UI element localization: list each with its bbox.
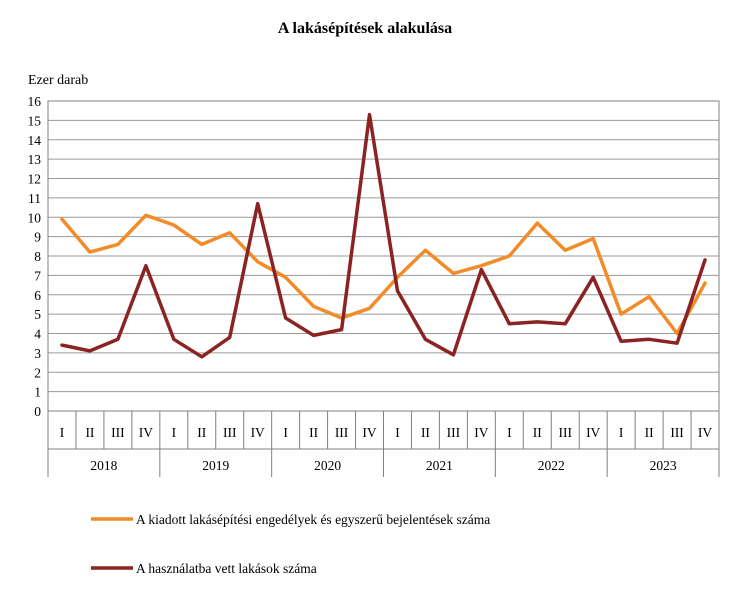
x-tick-year-label: 2023 xyxy=(650,458,677,473)
y-tick-label: 5 xyxy=(34,307,41,322)
x-tick-quarter-label: I xyxy=(395,425,400,440)
y-tick-label: 15 xyxy=(28,113,42,128)
y-tick-label: 1 xyxy=(34,385,41,400)
x-tick-year-label: 2020 xyxy=(314,458,341,473)
y-tick-label: 2 xyxy=(34,365,41,380)
series-line-1 xyxy=(60,213,707,336)
x-tick-quarter-label: II xyxy=(645,425,654,440)
x-tick-quarter-label: IV xyxy=(474,425,488,440)
y-tick-label: 14 xyxy=(28,133,42,148)
y-tick-label: 8 xyxy=(34,249,41,264)
legend-label-2: A használatba vett lakások száma xyxy=(136,561,317,576)
x-tick-year-label: 2022 xyxy=(538,458,565,473)
y-tick-label: 10 xyxy=(28,210,42,225)
y-tick-label: 4 xyxy=(34,327,41,342)
x-tick-quarter-label: III xyxy=(223,425,237,440)
x-tick-quarter-label: II xyxy=(421,425,430,440)
y-tick-label: 3 xyxy=(34,346,41,361)
x-tick-quarter-label: II xyxy=(197,425,206,440)
y-tick-label: 13 xyxy=(28,152,42,167)
x-tick-quarter-label: III xyxy=(335,425,349,440)
x-tick-quarter-label: II xyxy=(85,425,94,440)
x-tick-quarter-label: I xyxy=(172,425,177,440)
x-tick-quarter-label: IV xyxy=(698,425,712,440)
legend: A kiadott lakásépítési engedélyek és egy… xyxy=(91,512,490,576)
y-tick-label: 0 xyxy=(34,404,41,419)
x-tick-quarter-label: I xyxy=(60,425,65,440)
x-tick-year-label: 2021 xyxy=(426,458,453,473)
x-tick-quarter-label: IV xyxy=(139,425,153,440)
x-tick-year-label: 2019 xyxy=(202,458,229,473)
series-line-2 xyxy=(60,112,707,359)
x-tick-quarter-label: III xyxy=(670,425,684,440)
y-tick-label: 12 xyxy=(28,172,42,187)
y-tick-label: 9 xyxy=(34,230,41,245)
chart-title: A lakásépítések alakulása xyxy=(277,20,453,37)
x-tick-quarter-label: IV xyxy=(251,425,265,440)
x-tick-quarter-label: IV xyxy=(362,425,376,440)
x-tick-quarter-label: IV xyxy=(586,425,600,440)
gridlines xyxy=(48,100,719,393)
x-tick-quarter-label: III xyxy=(111,425,125,440)
y-tick-label: 6 xyxy=(34,288,41,303)
y-tick-label: 11 xyxy=(28,191,41,206)
x-tick-quarter-label: II xyxy=(533,425,542,440)
x-tick-quarter-label: I xyxy=(283,425,288,440)
y-tick-label: 7 xyxy=(34,268,41,283)
x-tick-year-label: 2018 xyxy=(90,458,117,473)
x-tick-quarter-label: III xyxy=(447,425,461,440)
x-tick-quarter-label: I xyxy=(507,425,512,440)
x-tick-quarter-label: II xyxy=(309,425,318,440)
x-tick-quarter-label: III xyxy=(558,425,572,440)
y-axis-unit-label: Ezer darab xyxy=(28,73,89,88)
legend-label-1: A kiadott lakásépítési engedélyek és egy… xyxy=(136,512,490,527)
y-tick-label: 16 xyxy=(28,94,42,109)
x-tick-quarter-label: I xyxy=(619,425,624,440)
series-lines xyxy=(60,112,707,359)
